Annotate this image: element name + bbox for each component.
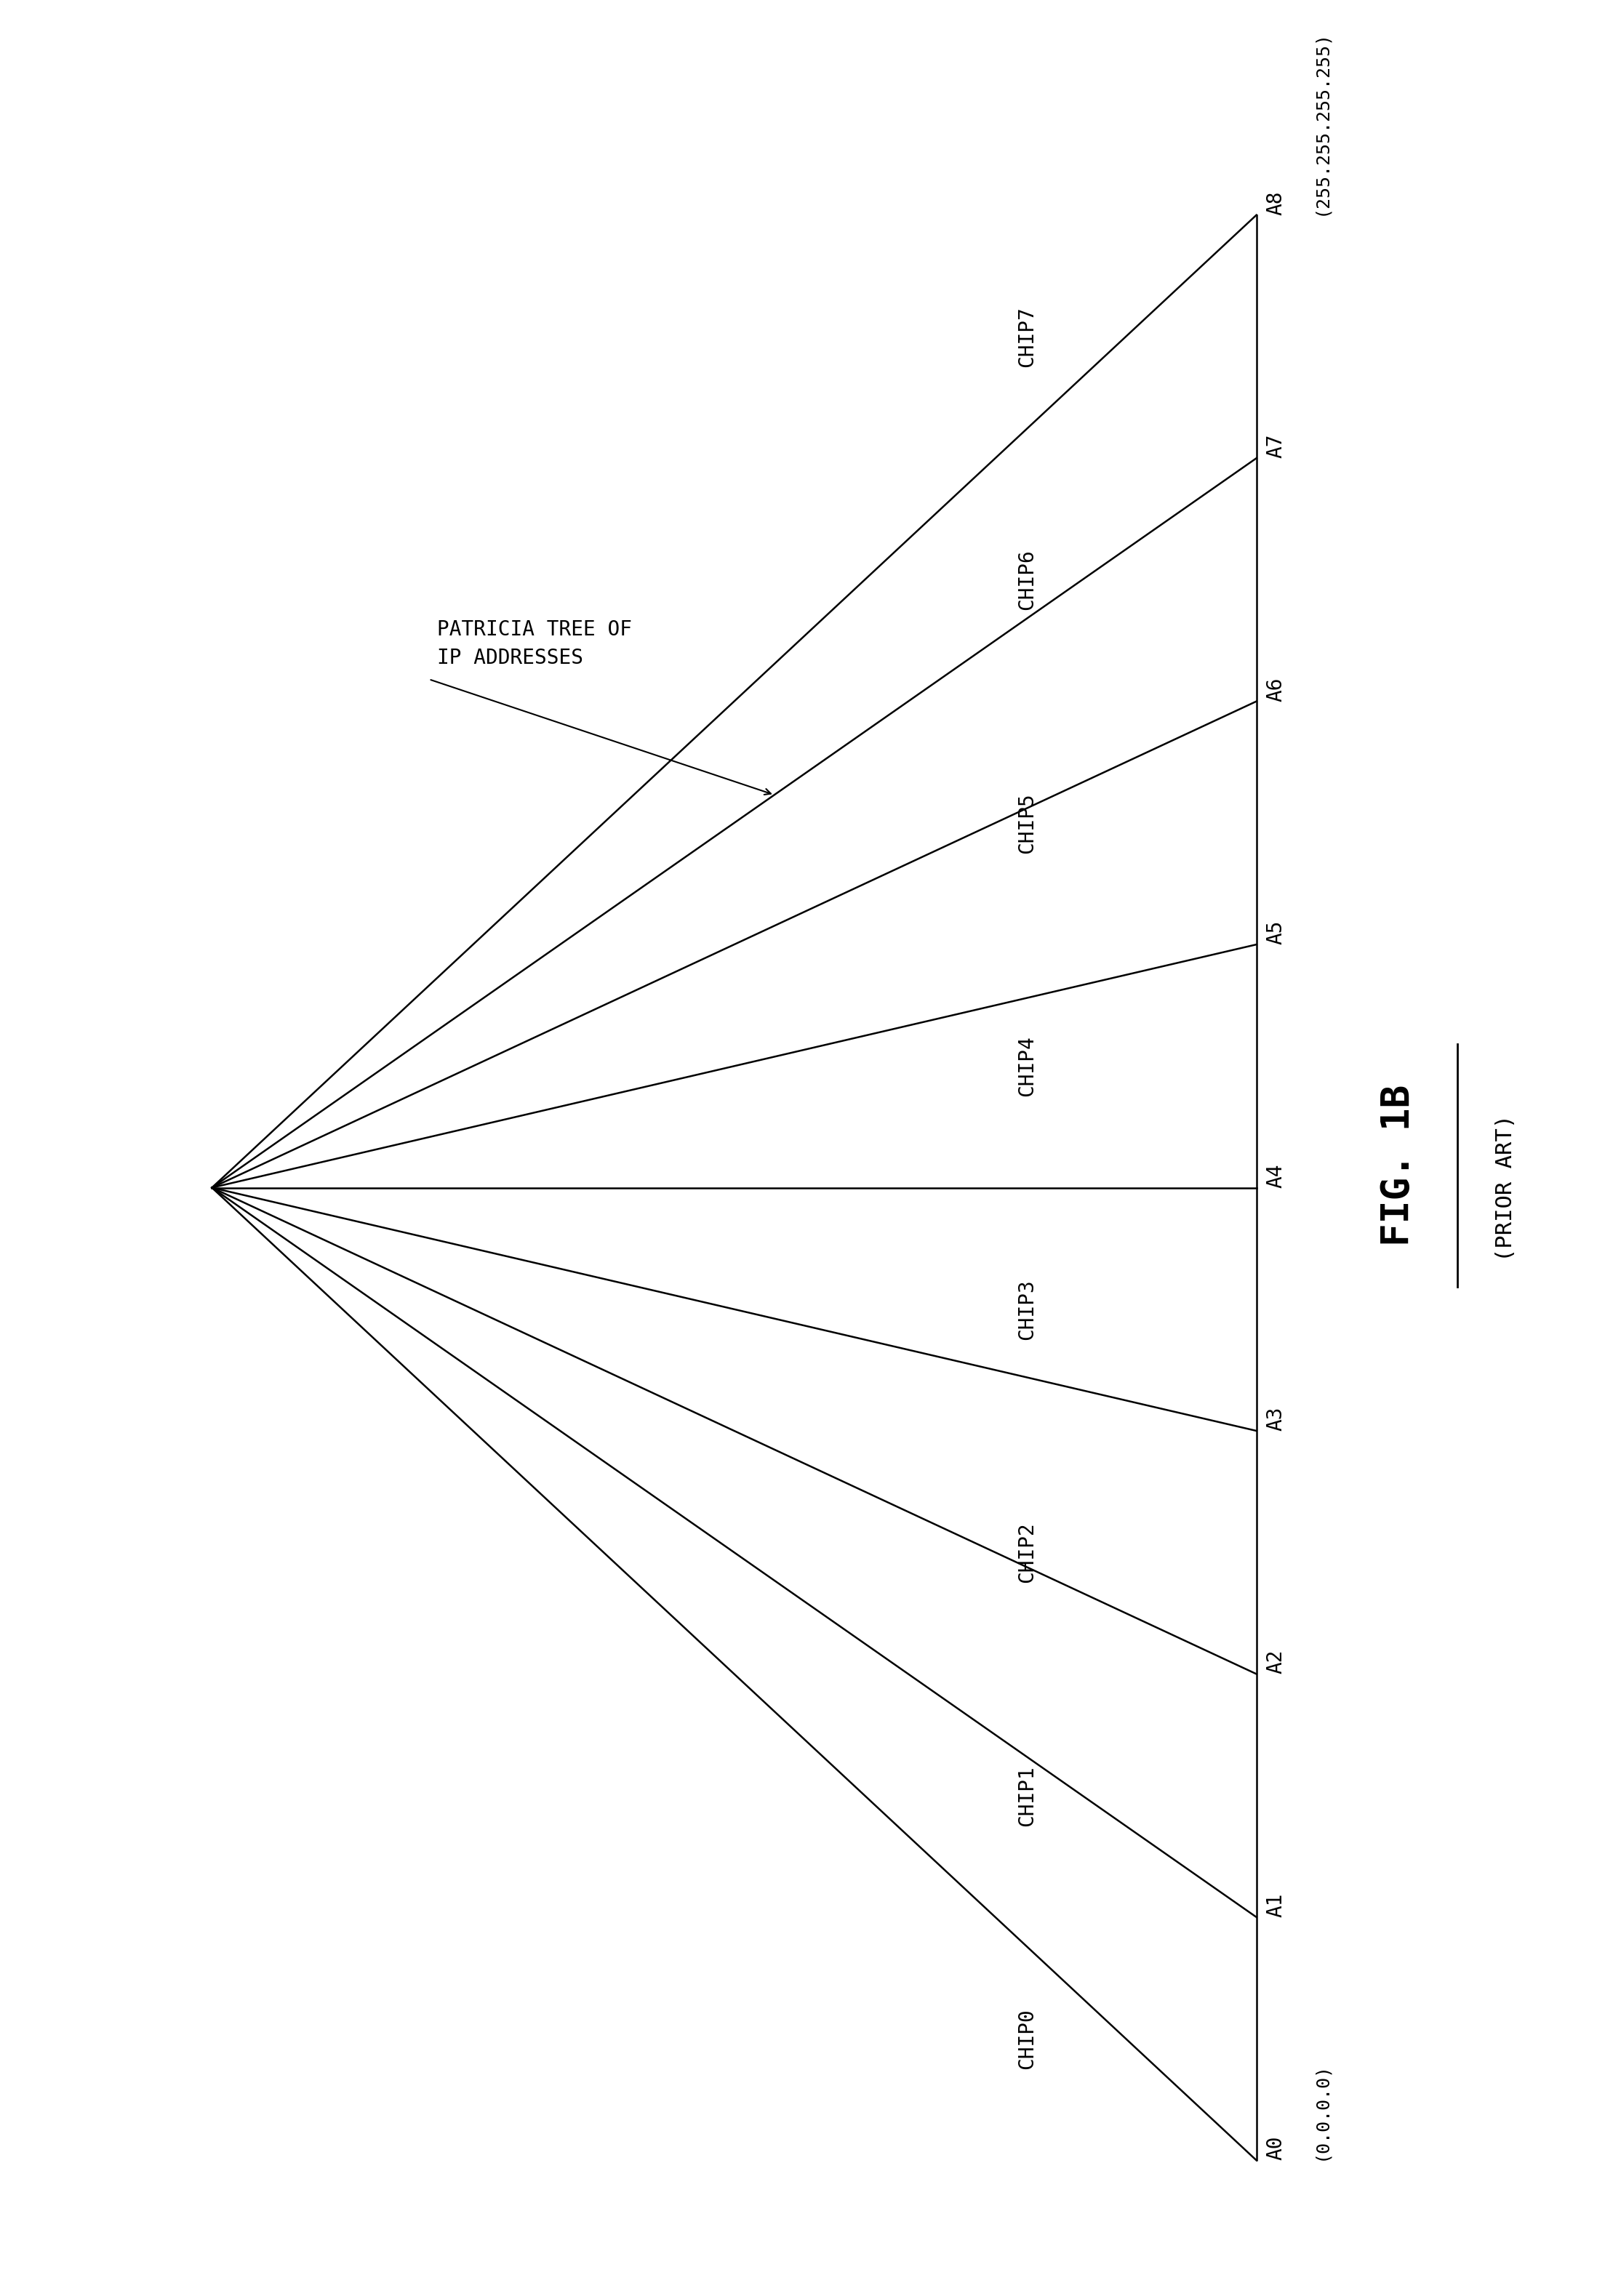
Text: CHIP3: CHIP3 xyxy=(1016,1279,1037,1339)
Text: A0: A0 xyxy=(1266,2135,1286,2161)
Text: CHIP0: CHIP0 xyxy=(1016,2009,1037,2069)
Text: A3: A3 xyxy=(1266,1407,1286,1430)
Text: A4: A4 xyxy=(1266,1164,1286,1187)
Text: CHIP7: CHIP7 xyxy=(1016,305,1037,367)
Text: CHIP4: CHIP4 xyxy=(1016,1035,1037,1097)
Text: A1: A1 xyxy=(1266,1892,1286,1917)
Text: A7: A7 xyxy=(1266,434,1286,459)
Text: CHIP2: CHIP2 xyxy=(1016,1522,1037,1582)
Text: A2: A2 xyxy=(1266,1649,1286,1674)
Text: (255.255.255.255): (255.255.255.255) xyxy=(1311,30,1329,216)
Text: CHIP5: CHIP5 xyxy=(1016,792,1037,854)
Text: CHIP1: CHIP1 xyxy=(1016,1766,1037,1825)
Text: (PRIOR ART): (PRIOR ART) xyxy=(1495,1114,1516,1261)
Text: PATRICIA TREE OF
IP ADDRESSES: PATRICIA TREE OF IP ADDRESSES xyxy=(437,620,632,668)
Text: A8: A8 xyxy=(1266,191,1286,216)
Text: (0.0.0.0): (0.0.0.0) xyxy=(1311,2062,1329,2161)
Text: FIG. 1B: FIG. 1B xyxy=(1379,1084,1418,1247)
Text: CHIP6: CHIP6 xyxy=(1016,549,1037,611)
Text: A6: A6 xyxy=(1266,677,1286,700)
Text: A5: A5 xyxy=(1266,921,1286,944)
